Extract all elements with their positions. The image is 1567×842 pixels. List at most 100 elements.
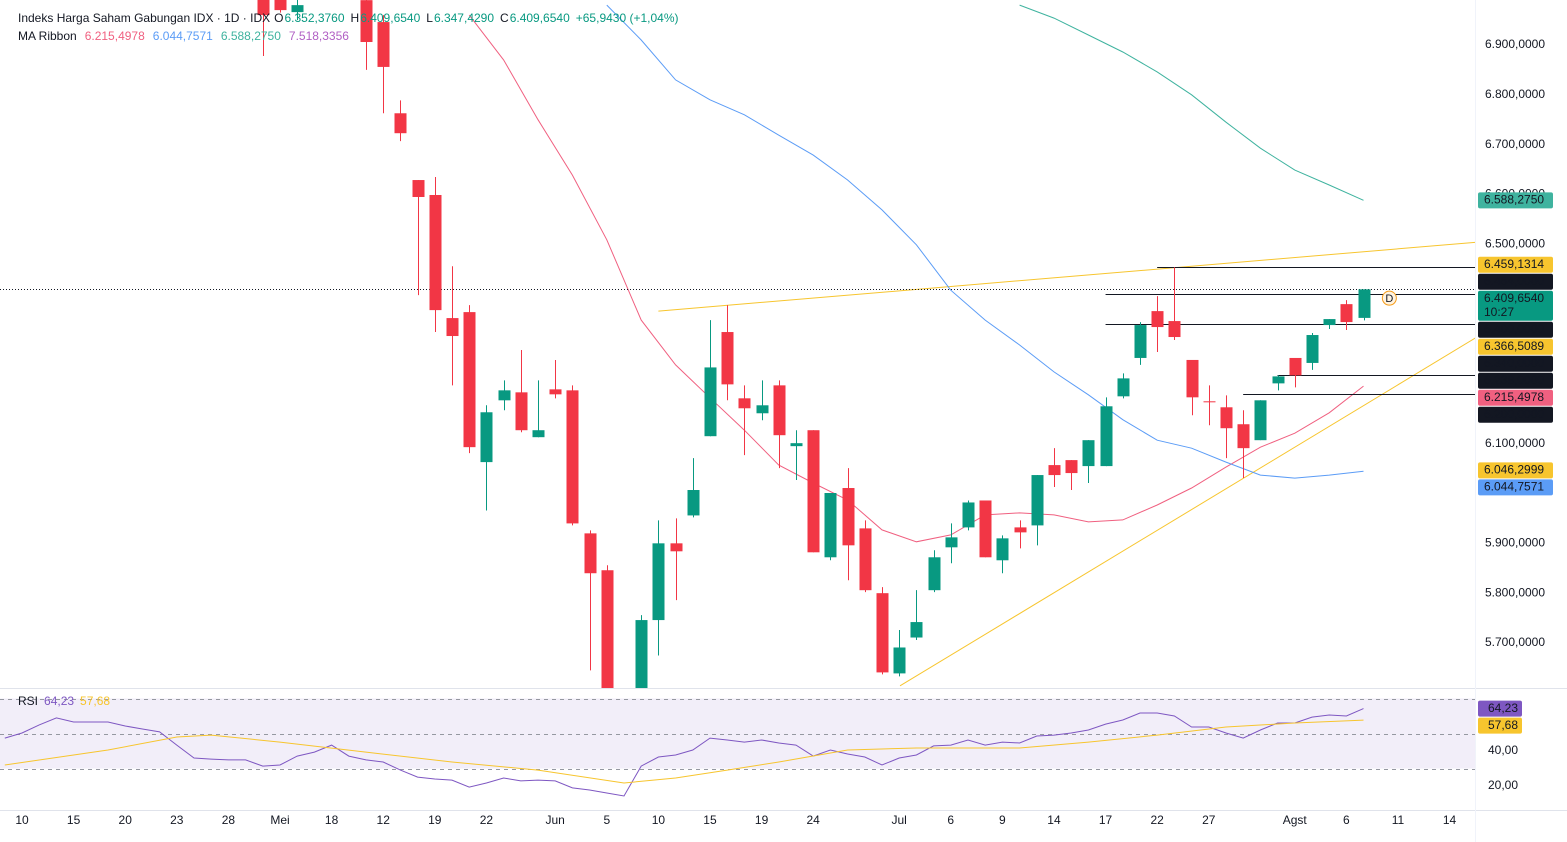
candle-body bbox=[1117, 378, 1130, 397]
rsi-title: RSI bbox=[18, 694, 38, 708]
legend-value: 7.518,3356 bbox=[289, 29, 349, 43]
x-tick-label: 18 bbox=[325, 813, 339, 827]
price-tag-label: 6.044,7571 bbox=[1484, 480, 1544, 494]
candle-body bbox=[1323, 319, 1336, 326]
rsi-legend-value: 57,68 bbox=[80, 694, 110, 708]
y-tick-label: 6.500,0000 bbox=[1485, 237, 1545, 251]
candle-body bbox=[1203, 401, 1216, 403]
price-tag-label: 6.366,5089 bbox=[1484, 339, 1544, 353]
price-tag-label: 6.459,1314 bbox=[1484, 257, 1544, 271]
candle-body bbox=[1340, 304, 1353, 323]
candle-body bbox=[515, 392, 528, 431]
candle-body bbox=[687, 490, 700, 516]
candle-body bbox=[1100, 406, 1113, 467]
candle-body bbox=[859, 528, 872, 591]
candle-body bbox=[652, 543, 665, 621]
price-tag bbox=[1478, 355, 1553, 372]
header: Indeks Harga Saham Gabungan IDX · 1D · I… bbox=[18, 11, 679, 25]
x-tick-label: 20 bbox=[119, 813, 133, 827]
candle-body bbox=[360, 0, 373, 43]
axes: Indeks Harga Saham Gabungan IDX · 1D · I… bbox=[15, 11, 1553, 827]
candle-body bbox=[1358, 289, 1371, 318]
x-tick-label: Agst bbox=[1283, 813, 1308, 827]
rsi-tag-label: 64,23 bbox=[1488, 701, 1518, 715]
candle-body bbox=[1168, 321, 1181, 338]
ohlc-value: 6.409,6540 bbox=[360, 11, 420, 25]
ohlc-key: L bbox=[426, 11, 433, 25]
trendline bbox=[658, 241, 1475, 312]
change: +65,9430 (+1,04%) bbox=[576, 11, 679, 25]
legend-value: 6.215,4978 bbox=[85, 29, 145, 43]
price-tag bbox=[1478, 372, 1553, 389]
candle-body bbox=[928, 557, 941, 591]
x-tick-label: 14 bbox=[1443, 813, 1457, 827]
x-tick-label: 27 bbox=[1202, 813, 1216, 827]
price-tag-label: 6.046,2999 bbox=[1484, 463, 1544, 477]
price-tag bbox=[1478, 290, 1553, 321]
candle-body bbox=[1289, 357, 1302, 376]
candle-body bbox=[773, 385, 786, 436]
x-tick-label: 10 bbox=[652, 813, 666, 827]
x-tick-label: 9 bbox=[999, 813, 1006, 827]
price-tag bbox=[1478, 389, 1553, 406]
price-tag bbox=[1478, 462, 1553, 479]
moving-average bbox=[468, 14, 1364, 543]
candle-body bbox=[532, 430, 545, 438]
candle-body bbox=[1048, 465, 1061, 476]
candle-body bbox=[394, 113, 407, 134]
x-tick-label: Jun bbox=[546, 813, 565, 827]
rsi-tag-label: 57,68 bbox=[1488, 718, 1518, 732]
moving-average bbox=[606, 4, 1364, 479]
y-tick-label: 5.900,0000 bbox=[1485, 536, 1545, 550]
x-tick-label: 15 bbox=[703, 813, 717, 827]
marker bbox=[1381, 290, 1397, 306]
y-tick-label: 5.700,0000 bbox=[1485, 635, 1545, 649]
candle-body bbox=[1134, 325, 1147, 358]
candle-body bbox=[601, 570, 614, 688]
x-tick-label: 10 bbox=[15, 813, 29, 827]
candle-body bbox=[945, 537, 958, 548]
price-tag bbox=[1478, 192, 1553, 209]
candle-body bbox=[910, 622, 923, 638]
candle-body bbox=[842, 488, 855, 546]
legend: MA Ribbon 6.215,4978 6.044,7571 6.588,2750 7… bbox=[18, 29, 349, 43]
candle-body bbox=[1065, 460, 1078, 474]
candle-body bbox=[1014, 527, 1027, 533]
price-pane bbox=[0, 0, 1475, 688]
x-tick-label: 14 bbox=[1047, 813, 1061, 827]
ohlc-value: 6.347,4290 bbox=[434, 11, 494, 25]
candle-body bbox=[412, 180, 425, 197]
candle-body bbox=[1082, 440, 1095, 467]
candle-body bbox=[721, 332, 734, 385]
x-tick-label: 17 bbox=[1099, 813, 1113, 827]
price-tag bbox=[1478, 321, 1553, 338]
candle-body bbox=[1031, 475, 1044, 526]
y-tick-label: 6.800,0000 bbox=[1485, 87, 1545, 101]
ohlc-key: C bbox=[500, 11, 509, 25]
candle-body bbox=[1306, 335, 1319, 363]
candle-body bbox=[756, 405, 769, 414]
x-tick-label: 12 bbox=[377, 813, 391, 827]
candle-body bbox=[996, 538, 1009, 561]
candle-body bbox=[429, 194, 442, 311]
price-tag-label: 6.340,0000 bbox=[1484, 356, 1544, 370]
ohlc-key: H bbox=[351, 11, 360, 25]
x-tick-label: 23 bbox=[170, 813, 184, 827]
x-tick-label: 24 bbox=[806, 813, 820, 827]
y-tick-label: 6.700,0000 bbox=[1485, 137, 1545, 151]
marker-label: D bbox=[1385, 293, 1393, 305]
x-tick-label: 11 bbox=[1392, 813, 1405, 827]
rsi-tick-label: 20,00 bbox=[1488, 778, 1518, 792]
price-tag bbox=[1478, 256, 1553, 273]
y-tick-label: 5.800,0000 bbox=[1485, 585, 1545, 599]
candle-body bbox=[824, 493, 837, 558]
x-tick-label: 6 bbox=[1343, 813, 1350, 827]
candle-body bbox=[1272, 376, 1285, 384]
candle-body bbox=[962, 502, 975, 528]
candle-body bbox=[498, 390, 511, 401]
price-tag-label: 6.238,0000 bbox=[1484, 373, 1544, 387]
candle-body bbox=[704, 367, 717, 437]
candle-body bbox=[1220, 407, 1233, 429]
candle-body bbox=[463, 312, 476, 448]
price-tag-label: 6.409,6540 bbox=[1484, 291, 1544, 305]
